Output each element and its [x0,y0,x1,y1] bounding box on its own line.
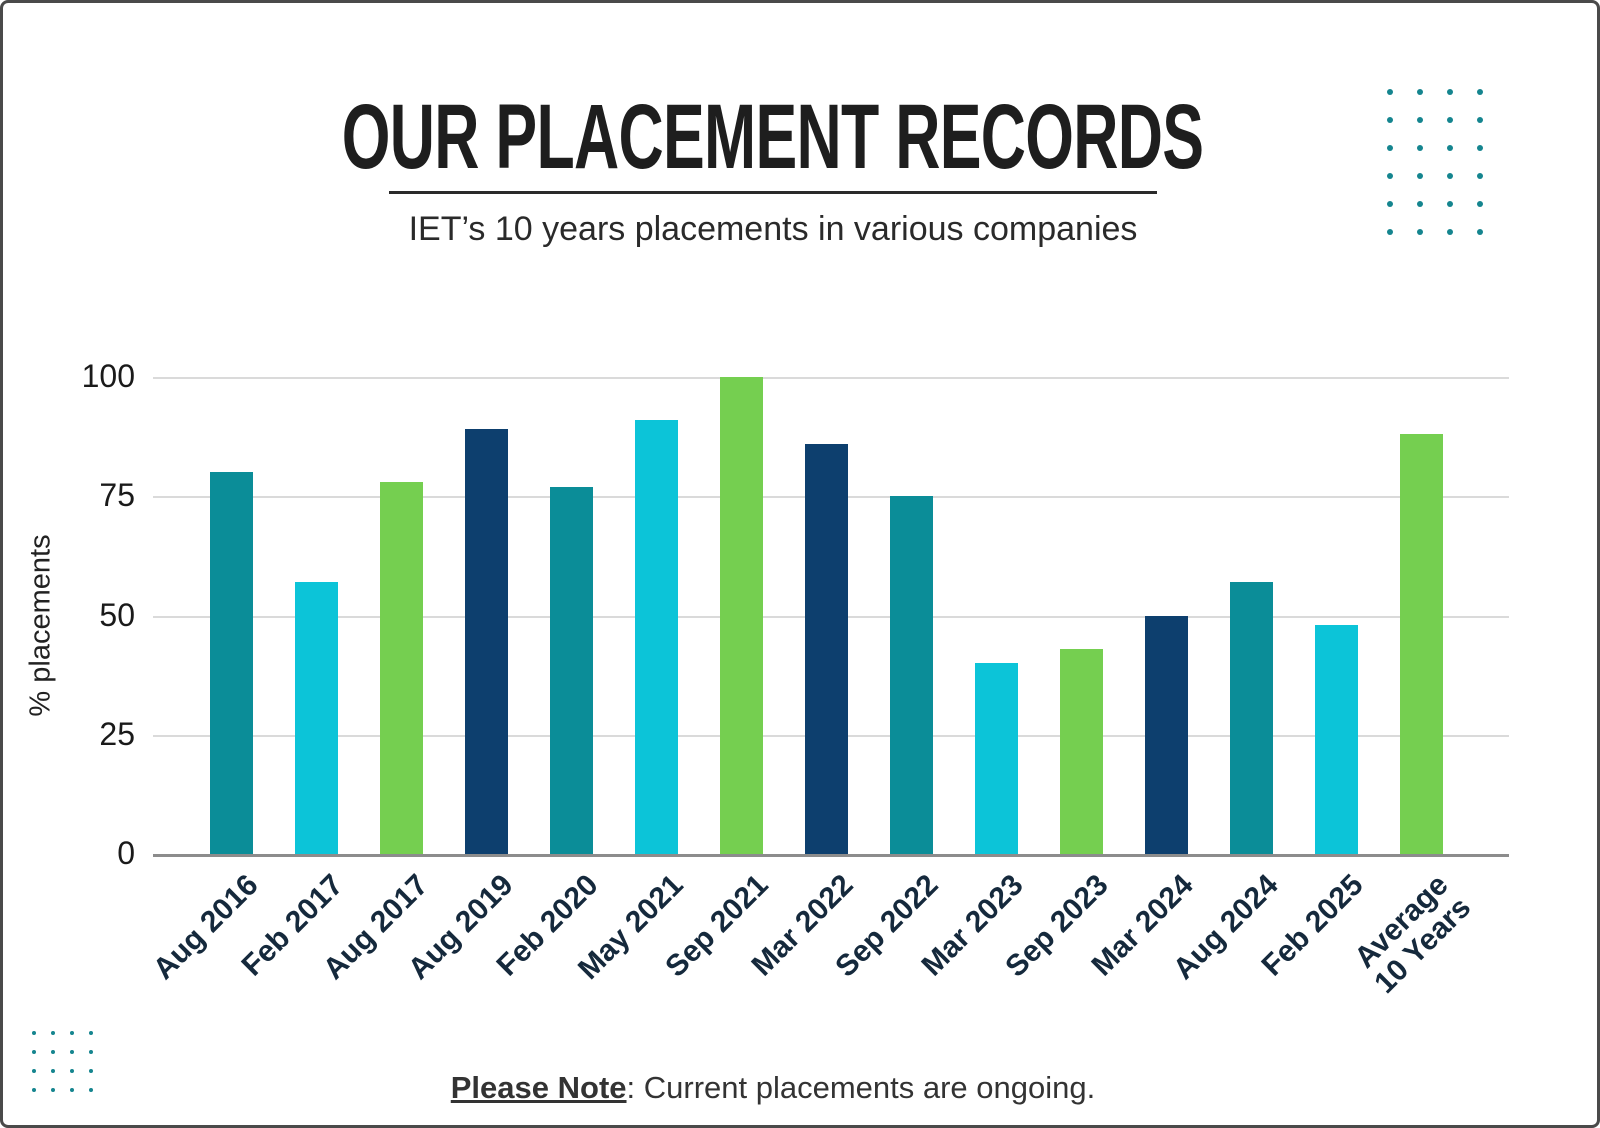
bar-aug-2024 [1230,582,1273,854]
bar-feb-2017 [295,582,338,854]
dot [70,1088,74,1092]
bar-sep-2022 [890,496,933,854]
dot [32,1088,36,1092]
dot [1447,201,1453,207]
dot [1477,89,1483,95]
dot [32,1050,36,1054]
dot [32,1069,36,1073]
page-title: OUR PLACEMENT RECORDS [342,86,1204,188]
dot [1387,173,1393,179]
dot [1447,229,1453,235]
dot [1417,201,1423,207]
dot [1417,145,1423,151]
ytick-50: 50 [99,596,135,633]
dot [1417,229,1423,235]
dot [1387,89,1393,95]
bar-sep-2023 [1060,649,1103,854]
bar-average-10-years [1400,434,1443,854]
dot [1447,89,1453,95]
bar-feb-2020 [550,487,593,854]
dot [1447,117,1453,123]
dot [1477,145,1483,151]
chart-header: OUR PLACEMENT RECORDS IET’s 10 years pla… [3,91,1543,249]
ytick-25: 25 [99,715,135,752]
bar-mar-2022 [805,444,848,854]
dot [1477,229,1483,235]
dot [1417,173,1423,179]
footer-note-label: Please Note [450,1070,627,1105]
plot-area [153,377,1509,857]
dot [89,1031,93,1035]
dot [51,1088,55,1092]
placement-bar-chart: % placements 0 25 50 75 100 Aug 2016 Feb 2017… [3,3,1597,1125]
dot [1417,89,1423,95]
bar-feb-2025 [1315,625,1358,854]
bar-aug-2019 [465,429,508,854]
dot [51,1069,55,1073]
dot [32,1031,36,1035]
dot [1387,117,1393,123]
chart-subtitle: IET’s 10 years placements in various com… [408,210,1138,248]
dot [89,1069,93,1073]
bar-aug-2016 [210,472,253,854]
dot [70,1050,74,1054]
dot [89,1050,93,1054]
bar-mar-2023 [975,663,1018,854]
dot [1447,173,1453,179]
dot [89,1088,93,1092]
dot [1447,145,1453,151]
dot [1387,145,1393,151]
bar-may-2021 [635,420,678,854]
bar-sep-2021 [720,377,763,854]
ytick-75: 75 [99,477,135,514]
dot [1387,229,1393,235]
footer-note: Please Note: Current placements are ongo… [3,1070,1543,1106]
dot [51,1050,55,1054]
dot [51,1031,55,1035]
dot-grid-decoration-top-right [1387,89,1507,257]
ytick-100: 100 [81,358,135,394]
ytick-0: 0 [117,835,135,871]
dot [70,1069,74,1073]
footer-note-text: : Current placements are ongoing. [626,1070,1096,1105]
gridline-100 [153,377,1509,379]
title-underline [389,191,1157,194]
dot-grid-decoration-bottom-left [32,1031,108,1107]
dot [1387,201,1393,207]
dot [1477,201,1483,207]
dot [1477,117,1483,123]
dot [1477,173,1483,179]
dot [70,1031,74,1035]
bar-mar-2024 [1145,616,1188,854]
bar-aug-2017 [380,482,423,854]
dot [1417,117,1423,123]
